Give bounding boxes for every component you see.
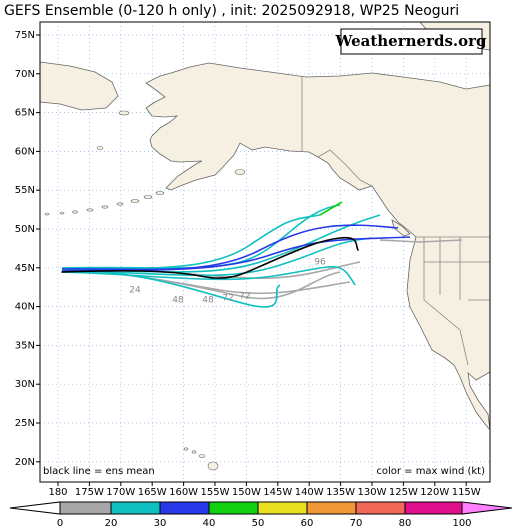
lon-label: 135W bbox=[326, 487, 355, 498]
lon-label: 160W bbox=[169, 487, 198, 498]
lon-label: 125W bbox=[389, 487, 418, 498]
track-label: 72 bbox=[239, 292, 250, 302]
colorbar-label: 20 bbox=[105, 518, 118, 529]
aleutians bbox=[44, 110, 246, 216]
lon-label: 165W bbox=[138, 487, 167, 498]
color-segment bbox=[110, 501, 161, 515]
legend-note: black line = ens mean bbox=[43, 466, 155, 477]
vancouver-island bbox=[391, 219, 411, 237]
map-frame bbox=[39, 21, 491, 483]
color-note: color = max wind (kt) bbox=[376, 466, 485, 477]
colorbar-label: 50 bbox=[252, 518, 265, 529]
lon-label: 170W bbox=[106, 487, 135, 498]
lat-label: 55N bbox=[15, 185, 35, 196]
lat-label: 45N bbox=[15, 263, 35, 274]
map-area bbox=[39, 21, 491, 482]
colorbar-label: 80 bbox=[399, 518, 412, 529]
lon-label: 180 bbox=[48, 487, 67, 498]
under-arrow bbox=[9, 501, 61, 515]
over-arrow bbox=[461, 501, 513, 515]
russia bbox=[39, 61, 119, 111]
lat-label: 20N bbox=[15, 457, 35, 468]
lon-label: 175W bbox=[75, 487, 104, 498]
lat-label: 35N bbox=[15, 340, 35, 351]
colorbar-label: 100 bbox=[452, 518, 471, 529]
color-segment bbox=[404, 501, 463, 515]
watermark-box bbox=[340, 28, 483, 55]
lat-label: 60N bbox=[15, 146, 35, 157]
lon-label: 150W bbox=[232, 487, 261, 498]
lon-label: 115W bbox=[452, 487, 481, 498]
track-label: 48 bbox=[172, 296, 184, 306]
track-label: 48 bbox=[202, 296, 214, 306]
color-segment bbox=[59, 501, 112, 515]
watermark: Weathernerds.org bbox=[334, 32, 487, 50]
lon-label: 155W bbox=[201, 487, 230, 498]
lat-label: 75N bbox=[15, 30, 35, 41]
ensemble-tracks bbox=[61, 201, 463, 308]
borders bbox=[301, 76, 490, 366]
track-label: 96 bbox=[314, 258, 326, 268]
track-labels: 24 48 48 72 72 96 bbox=[129, 258, 326, 306]
color-segment bbox=[159, 501, 210, 515]
colorbar-label: 30 bbox=[154, 518, 167, 529]
lon-label: 130W bbox=[358, 487, 387, 498]
color-segment bbox=[355, 501, 406, 515]
colorbar-label: 60 bbox=[301, 518, 314, 529]
lat-label: 65N bbox=[15, 108, 35, 119]
colorbar: 0 20 30 40 50 60 70 80 100 bbox=[9, 501, 513, 529]
lon-label: 145W bbox=[263, 487, 292, 498]
colorbar-label: 0 bbox=[57, 518, 63, 529]
lon-label: 120W bbox=[420, 487, 449, 498]
lat-label: 40N bbox=[15, 302, 35, 313]
colorbar-label: 40 bbox=[203, 518, 216, 529]
lat-label: 50N bbox=[15, 224, 35, 235]
color-segment bbox=[306, 501, 357, 515]
color-segment bbox=[208, 501, 259, 515]
title: GEFS Ensemble (0-120 h only) , init: 202… bbox=[4, 3, 459, 19]
color-segment bbox=[257, 501, 308, 515]
lat-label: 25N bbox=[15, 418, 35, 429]
lat-label: 70N bbox=[15, 69, 35, 80]
track-label: 24 bbox=[129, 286, 141, 296]
lon-label: 140W bbox=[295, 487, 324, 498]
colorbar-label: 70 bbox=[350, 518, 363, 529]
track-label: 72 bbox=[222, 294, 233, 304]
lat-label: 30N bbox=[15, 379, 35, 390]
hawaii bbox=[183, 447, 219, 471]
north-america bbox=[145, 62, 491, 432]
